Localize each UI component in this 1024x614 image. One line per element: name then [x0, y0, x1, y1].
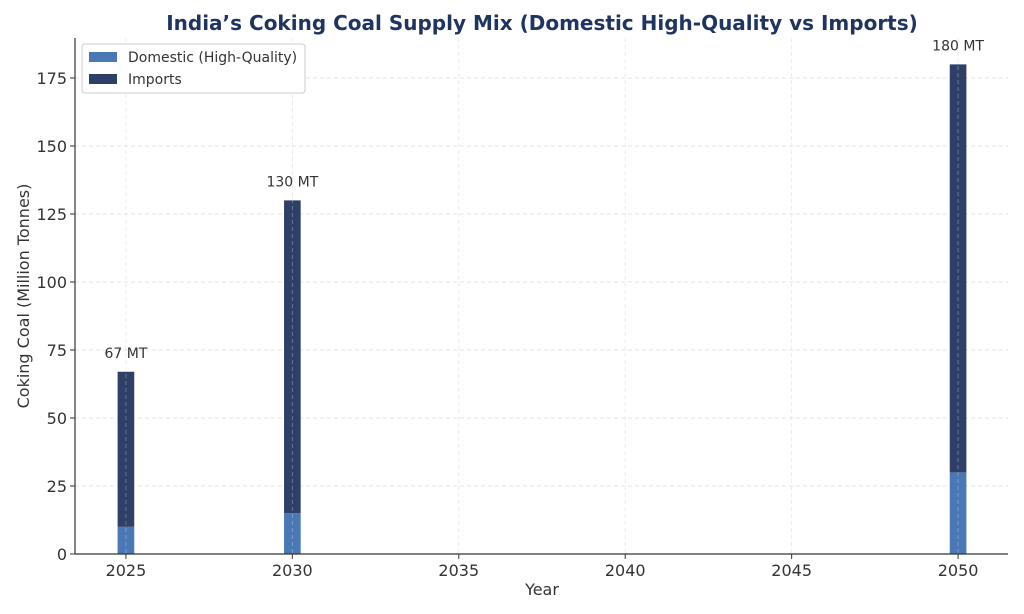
bars: 67 MT 130 MT 180 MT [104, 38, 984, 554]
data-label: 130 MT [266, 174, 318, 190]
y-tick-label: 50 [47, 409, 67, 428]
y-tick-label: 0 [57, 545, 67, 564]
bar-imports [949, 64, 967, 473]
bar-imports [117, 371, 135, 527]
legend-swatch [89, 52, 117, 62]
legend: Domestic (High-Quality) Imports [81, 43, 306, 94]
y-tick-label: 75 [47, 341, 67, 360]
bar-imports [284, 200, 301, 514]
x-tick-label: 2050 [938, 561, 979, 580]
y-tick-label: 150 [36, 137, 67, 156]
data-label: 67 MT [104, 346, 147, 362]
y-tick-label: 100 [36, 273, 67, 292]
x-tick-label: 2040 [605, 561, 646, 580]
legend-label: Imports [128, 72, 182, 88]
y-axis-label: Coking Coal (Million Tonnes) [14, 184, 33, 409]
x-tick-label: 2030 [272, 561, 313, 580]
x-tick-label: 2025 [106, 561, 147, 580]
y-tick-label: 125 [36, 205, 67, 224]
legend-box [81, 43, 306, 94]
x-tick-label: 2045 [771, 561, 812, 580]
y-tick-label: 175 [36, 69, 67, 88]
bar-domestic-high-quality [117, 526, 135, 554]
y-tick-label: 25 [47, 477, 67, 496]
x-axis-label: Year [524, 580, 559, 599]
legend-swatch [89, 74, 117, 84]
x-tick-label: 2035 [438, 561, 479, 580]
bar-domestic-high-quality [284, 513, 301, 554]
data-label: 180 MT [932, 38, 984, 54]
grid [75, 38, 1008, 555]
chart-title: India’s Coking Coal Supply Mix (Domestic… [166, 11, 918, 35]
axes: 0 25 50 75 100 125 150 175 2025 2030 2035 2040 2045 2… [36, 38, 1008, 580]
bar-domestic-high-quality [949, 472, 967, 554]
legend-label: Domestic (High-Quality) [128, 50, 297, 66]
